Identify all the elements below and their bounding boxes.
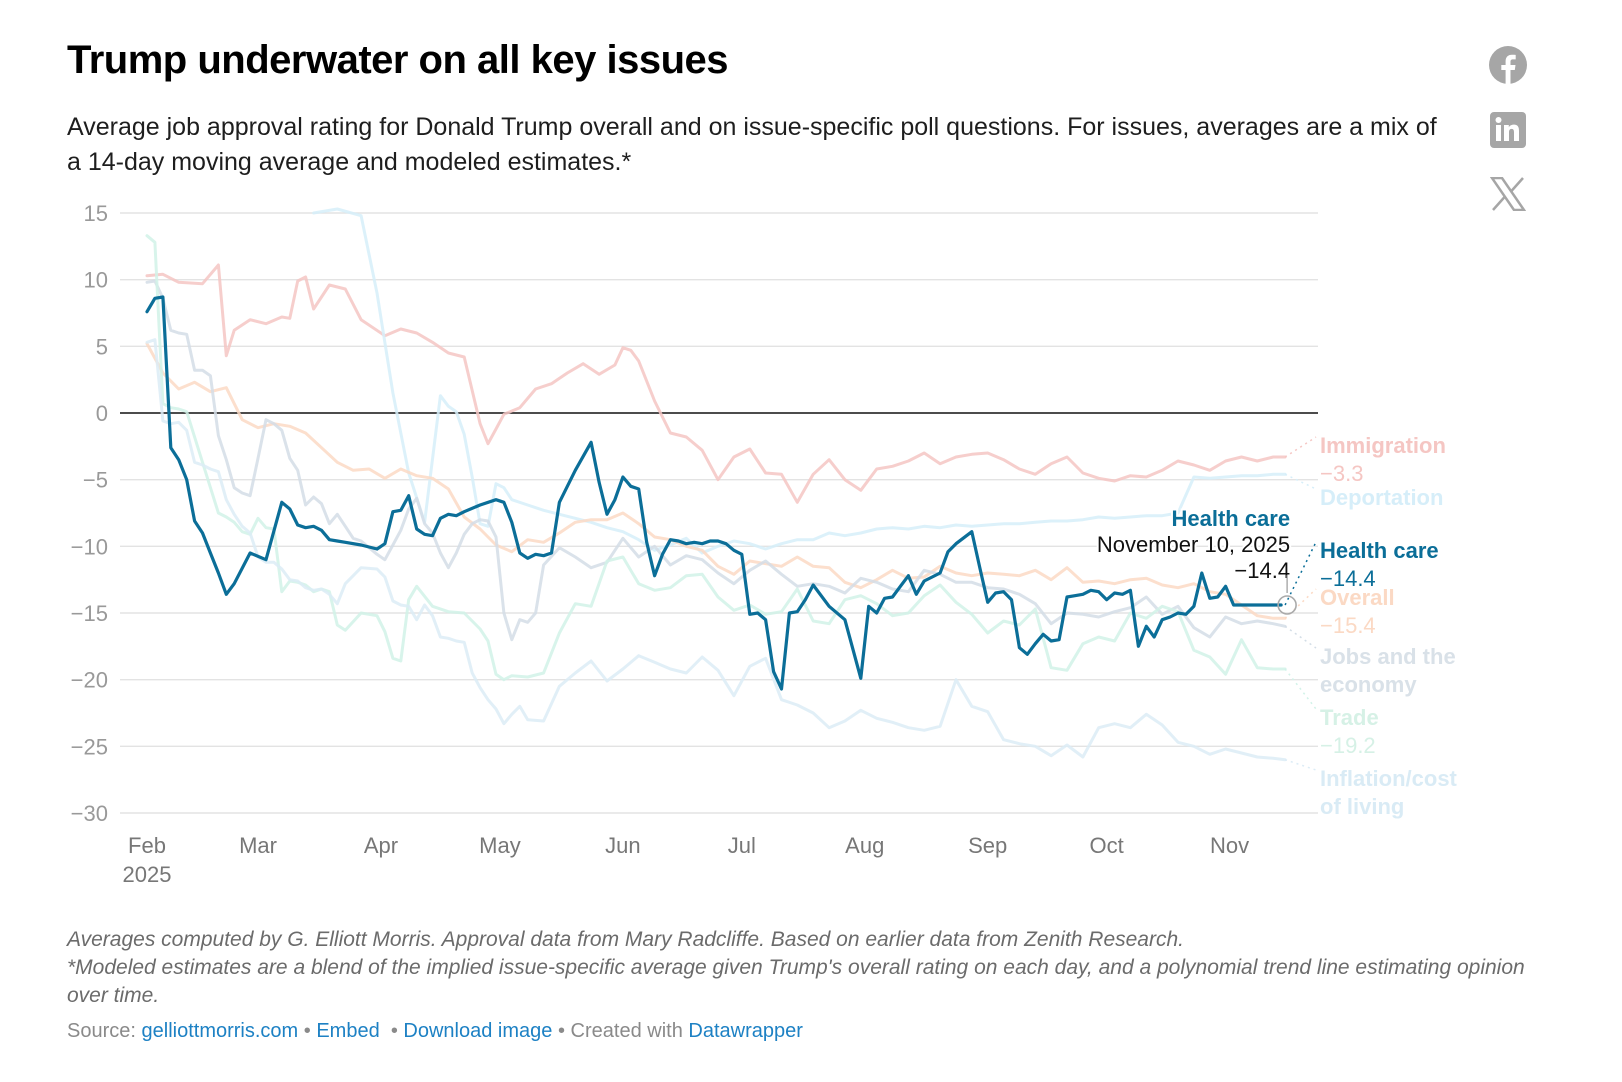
series-lines [145,207,1287,762]
series-end-label: Overall [1320,585,1395,610]
series-line-jobs-and-the-economy[interactable] [145,279,1287,642]
y-tick-label: −20 [71,668,108,693]
series-line-deportation[interactable] [312,207,1287,555]
chart-title: Trump underwater on all key issues [67,38,729,82]
label-connector [1284,668,1317,710]
x-tick-label: Jun [605,833,640,858]
x-tick-label: Nov [1210,833,1249,858]
x-tick-label: Aug [845,833,884,858]
series-end-label: Deportation [1320,485,1443,510]
x-tick-label: Mar [239,833,277,858]
series-end-label: Health care [1320,538,1439,563]
chart-subtitle: Average job approval rating for Donald T… [67,113,1437,176]
series-line-immigration[interactable] [145,263,1287,504]
x-tick-label: Sep [968,833,1007,858]
x-tick-label: Apr [364,833,398,858]
source-label: Source: [67,1020,136,1042]
facebook-icon [1489,46,1527,84]
series-end-label: of living [1320,794,1404,819]
series-line-trade[interactable] [145,234,1287,682]
facebook-share-button[interactable] [1488,45,1528,85]
hover-tooltip: Health care November 10, 2025 −14.4 [1095,504,1297,615]
x-tick-label: May [479,833,521,858]
line-chart: 15 10 5 0 −5 −10 −15 −20 −25 −30 Feb 2025 Mar Apr May… [71,201,1458,887]
hover-marker [1277,595,1297,615]
x-tick-sublabel: 2025 [123,862,172,887]
source-link[interactable]: gelliottmorris.com [141,1020,299,1042]
series-end-label: economy [1320,672,1417,697]
x-tick-label: Oct [1090,833,1124,858]
series-end-label: Inflation/cost [1320,766,1458,791]
label-connector [1284,758,1317,771]
label-connector [1284,436,1317,458]
series-line-inflation-cost-of-living[interactable] [145,338,1287,762]
series-end-value: −15.4 [1320,613,1376,638]
x-axis: Feb 2025 Mar Apr May Jun Jul Aug Sep Oct Nov [123,833,1250,887]
separator: • [303,1020,311,1042]
separator: • [390,1020,398,1042]
series-line-health-care[interactable] [145,295,1283,691]
y-tick-label: 5 [96,334,108,359]
x-tick-label: Feb [128,833,166,858]
x-share-button[interactable] [1488,174,1528,214]
y-tick-label: −15 [71,601,108,626]
series-end-label: Trade [1320,705,1379,730]
y-tick-label: −25 [71,734,108,759]
note-methodology: *Modeled estimates are a blend of the im… [67,956,1525,1007]
linkedin-share-button[interactable] [1488,110,1528,150]
tooltip-date: November 10, 2025 [1097,532,1290,557]
y-tick-label: −30 [71,801,108,826]
y-tick-label: 0 [96,401,108,426]
y-tick-label: 15 [84,201,108,226]
series-end-label: Immigration [1320,433,1446,458]
x-tick-label: Jul [728,833,756,858]
datawrapper-link[interactable]: Datawrapper [688,1020,803,1042]
series-end-label: Jobs and the [1320,644,1456,669]
x-icon [1490,177,1526,211]
created-with-label: Created with [570,1020,683,1042]
note-attribution: Averages computed by G. Elliott Morris. … [67,928,1184,951]
series-end-value: −19.2 [1320,733,1376,758]
y-tick-label: 10 [84,268,108,293]
series-end-value: −14.4 [1320,566,1376,591]
separator: • [557,1020,565,1042]
tooltip-series: Health care [1171,506,1290,531]
embed-link[interactable]: Embed [316,1020,380,1042]
download-image-link[interactable]: Download image [403,1020,553,1042]
linkedin-icon [1490,112,1526,148]
tooltip-value: −14.4 [1234,558,1290,583]
label-connector [1284,473,1317,490]
series-end-value: −3.3 [1320,461,1363,486]
y-tick-label: −10 [71,534,108,559]
y-tick-label: −5 [83,468,108,493]
y-axis: 15 10 5 0 −5 −10 −15 −20 −25 −30 [71,201,108,826]
chart-notes: Averages computed by G. Elliott Morris. … [67,926,1547,1010]
label-connector [1284,625,1317,649]
series-line-overall[interactable] [145,342,1287,620]
chart-footer: Source: gelliottmorris.com • Embed • Dow… [67,1020,803,1043]
